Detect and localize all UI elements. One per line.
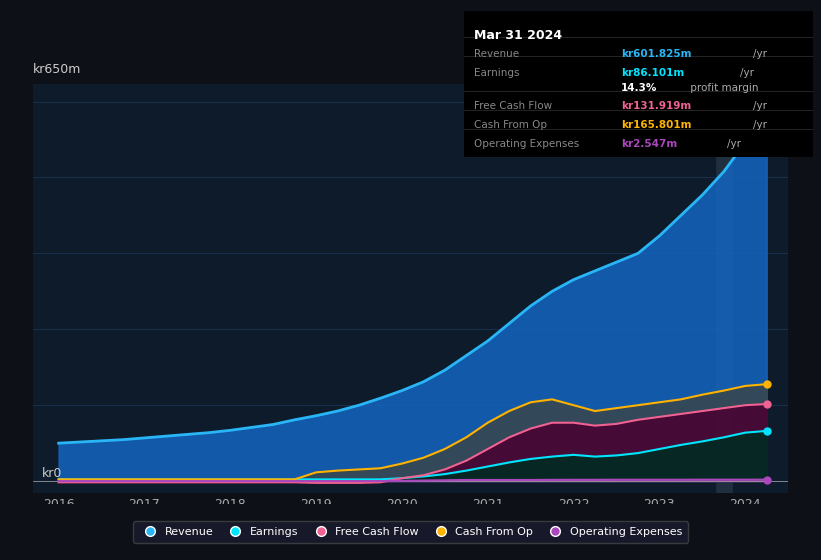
Text: /yr: /yr [754,101,768,111]
Text: kr0: kr0 [41,467,62,480]
Text: 14.3%: 14.3% [621,82,658,92]
Text: kr131.919m: kr131.919m [621,101,691,111]
Text: Earnings: Earnings [475,68,520,78]
Text: /yr: /yr [754,49,768,59]
Text: Mar 31 2024: Mar 31 2024 [475,29,562,41]
Text: kr86.101m: kr86.101m [621,68,684,78]
Text: /yr: /yr [754,120,768,130]
Text: /yr: /yr [727,139,741,150]
Text: kr601.825m: kr601.825m [621,49,691,59]
Text: Revenue: Revenue [475,49,520,59]
Legend: Revenue, Earnings, Free Cash Flow, Cash From Op, Operating Expenses: Revenue, Earnings, Free Cash Flow, Cash … [133,521,688,543]
Text: Free Cash Flow: Free Cash Flow [475,101,553,111]
Text: Operating Expenses: Operating Expenses [475,139,580,150]
Text: Cash From Op: Cash From Op [475,120,548,130]
Text: /yr: /yr [741,68,754,78]
Text: kr2.547m: kr2.547m [621,139,677,150]
Text: profit margin: profit margin [687,82,759,92]
Text: kr650m: kr650m [33,63,81,76]
Text: kr165.801m: kr165.801m [621,120,691,130]
